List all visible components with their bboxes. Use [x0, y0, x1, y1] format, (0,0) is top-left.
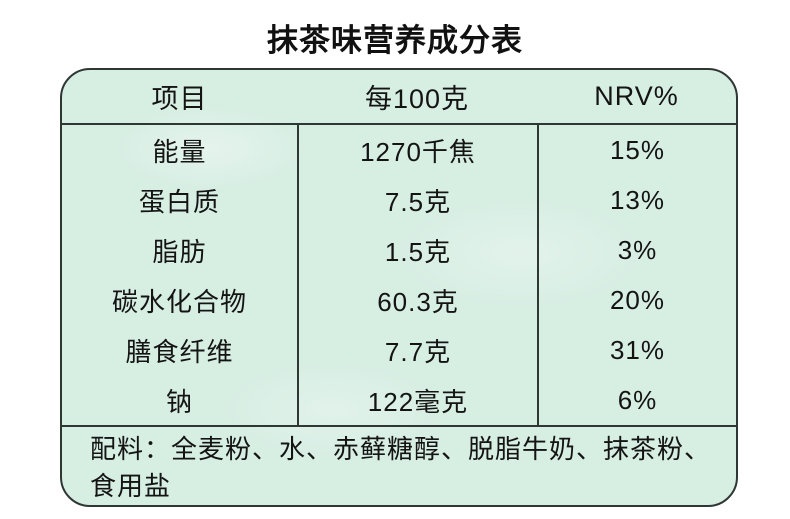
row-carbohydrate-nrv: 20%	[537, 275, 736, 325]
table-body: 能量 1270千焦 15% 蛋白质 7.5克 13% 脂肪 1.5克 3% 碳水…	[62, 125, 736, 425]
row-carbohydrate-item: 碳水化合物	[111, 286, 247, 317]
row-fat-nrv: 3%	[537, 225, 736, 275]
row-fat-value: 1.5克	[297, 225, 537, 275]
row-energy-nrv: 15%	[537, 125, 736, 175]
ingredients-row: 配料：全麦粉、水、赤藓糖醇、脱脂牛奶、抹茶粉、食用盐	[62, 425, 736, 505]
table-header-row: 项目 每100克 NRV%	[62, 70, 736, 125]
row-dietary-fiber-item: 膳食纤维	[125, 336, 234, 367]
row-sodium-nrv: 6%	[537, 375, 736, 425]
row-protein-value: 7.5克	[297, 175, 537, 225]
ingredients-text: 配料：全麦粉、水、赤藓糖醇、脱脂牛奶、抹茶粉、食用盐	[90, 434, 712, 501]
column-header-nrv: NRV%	[594, 81, 679, 111]
row-protein-nrv: 13%	[537, 175, 736, 225]
column-header-per-100g: 每100克	[364, 84, 470, 114]
row-dietary-fiber-nrv: 31%	[537, 325, 736, 375]
column-header-item: 项目	[151, 84, 208, 114]
page-title: 抹茶味营养成分表	[267, 23, 523, 58]
row-energy-item: 能量	[152, 136, 207, 167]
row-dietary-fiber-value: 7.7克	[297, 325, 537, 375]
row-carbohydrate-value: 60.3克	[297, 275, 537, 325]
row-fat-item: 脂肪	[152, 236, 207, 267]
row-energy-value: 1270千焦	[297, 125, 537, 175]
nutrition-label-card: 项目 每100克 NRV% 能量 1270千焦 15% 蛋白质 7.5克 13%…	[60, 68, 738, 507]
row-sodium-value: 122毫克	[297, 375, 537, 425]
row-sodium-item: 钠	[165, 386, 193, 417]
row-protein-item: 蛋白质	[138, 186, 220, 217]
